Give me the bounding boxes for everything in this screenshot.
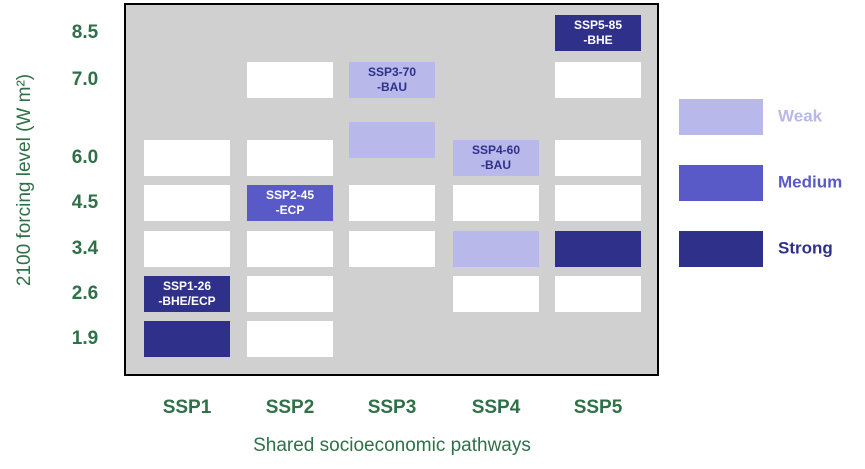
cell: [555, 140, 641, 176]
cell: [247, 140, 333, 176]
cell: [349, 122, 435, 158]
cell: [453, 185, 539, 221]
cell-label: -BAU: [481, 158, 511, 172]
cell: [453, 276, 539, 312]
x-axis-title: Shared socioeconomic pathways: [253, 435, 531, 456]
cell: [453, 140, 539, 176]
cell-label: -ECP: [276, 203, 305, 217]
column-label: SSP5: [574, 397, 623, 418]
legend-label: Weak: [778, 106, 823, 125]
cell-label: SSP5-85: [574, 18, 622, 32]
cell-label: -BAU: [377, 80, 407, 94]
cell: [555, 62, 641, 98]
cell-label: SSP4-60: [472, 143, 520, 157]
column-label: SSP3: [368, 397, 417, 418]
cell: [247, 321, 333, 357]
cell: [349, 231, 435, 267]
cell-label: -BHE: [583, 33, 612, 47]
cell: [247, 62, 333, 98]
row-label: 7.0: [72, 69, 98, 90]
row-label: 3.4: [72, 238, 99, 259]
column-label: SSP4: [472, 397, 521, 418]
row-label: 4.5: [72, 192, 99, 213]
cell: [247, 185, 333, 221]
cell: [144, 321, 230, 357]
cell: [555, 185, 641, 221]
row-label: 2.6: [72, 283, 98, 304]
cell: [349, 185, 435, 221]
cell: [453, 231, 539, 267]
cell: [144, 276, 230, 312]
row-label: 1.9: [72, 328, 98, 349]
column-label: SSP2: [266, 397, 315, 418]
column-label: SSP1: [163, 397, 212, 418]
cell-label: SSP2-45: [266, 188, 314, 202]
legend-swatch: [679, 165, 763, 201]
cell: [349, 62, 435, 98]
cell: [555, 276, 641, 312]
cell: [247, 276, 333, 312]
cell: [144, 231, 230, 267]
cell: [555, 15, 641, 51]
legend-label: Strong: [778, 238, 833, 257]
y-axis-title: 2100 forcing level (W m²): [14, 74, 35, 286]
cell-label: SSP3-70: [368, 65, 416, 79]
legend-label: Medium: [778, 172, 842, 191]
row-label: 6.0: [72, 147, 98, 168]
cell: [247, 231, 333, 267]
cell: [144, 140, 230, 176]
legend-swatch: [679, 99, 763, 135]
cell: [144, 185, 230, 221]
cell-label: -BHE/ECP: [158, 294, 215, 308]
cell: [555, 231, 641, 267]
cell-label: SSP1-26: [163, 279, 211, 293]
row-label: 8.5: [72, 22, 99, 43]
legend-swatch: [679, 231, 763, 267]
